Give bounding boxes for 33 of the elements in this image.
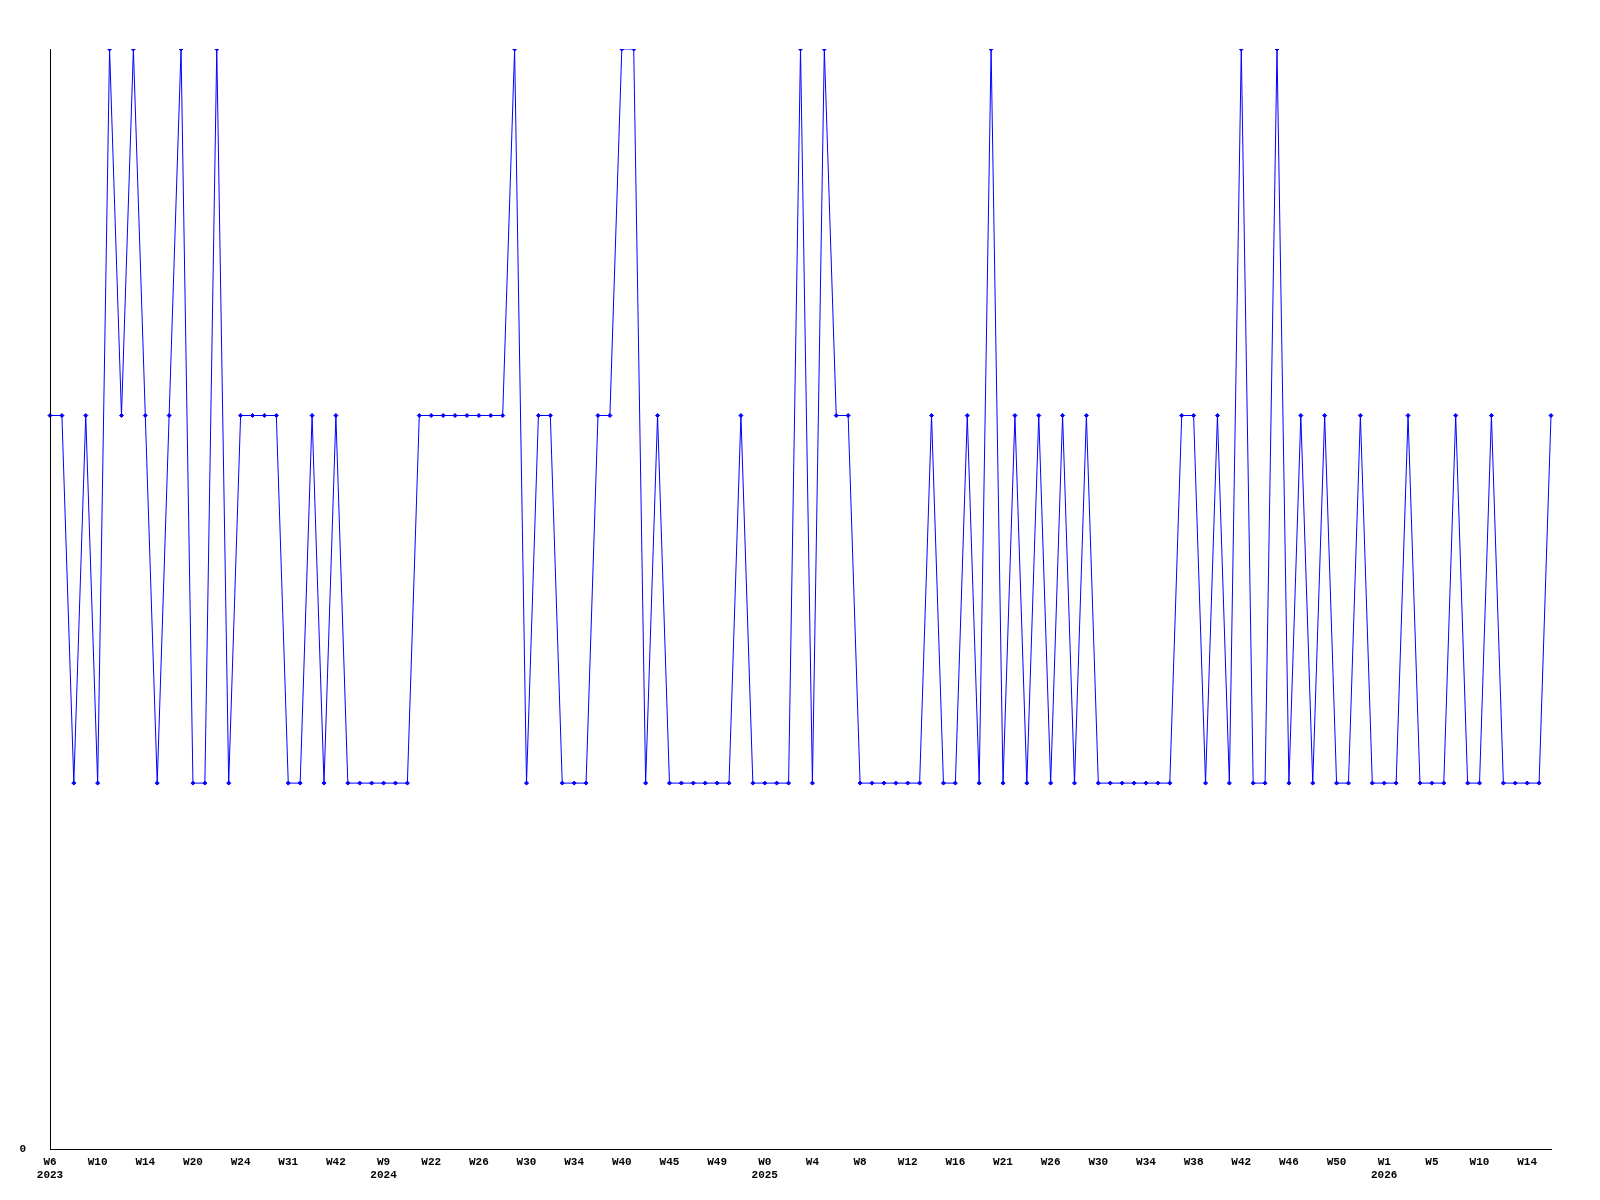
- x-tick-label: W22: [421, 1155, 442, 1168]
- x-tick-label: W31: [278, 1155, 299, 1168]
- x-tick-label: W26: [1040, 1155, 1061, 1168]
- x-tick-label: W16: [945, 1155, 966, 1168]
- x-tick-label: W42: [1231, 1155, 1252, 1168]
- x-tick-label: W10: [87, 1155, 108, 1168]
- x-tick-label: W38: [1183, 1155, 1204, 1168]
- x-tick-label: W30: [1088, 1155, 1109, 1168]
- x-tick-label: W45: [659, 1155, 680, 1168]
- x-tick-label: W14: [135, 1155, 156, 1168]
- x-tick-label: W49: [707, 1155, 728, 1168]
- x-tick-label: W4: [805, 1155, 820, 1168]
- x-tick-label: W42: [326, 1155, 346, 1168]
- x-tick-label: W6 2023: [36, 1155, 64, 1182]
- x-tick-label: W34: [1136, 1155, 1157, 1168]
- x-tick-label: W1 2026: [1371, 1155, 1398, 1182]
- x-tick-label: W50: [1326, 1155, 1347, 1168]
- x-tick-label: W24: [230, 1155, 251, 1168]
- x-tick-label: W30: [516, 1155, 537, 1168]
- x-tick-label: W12: [897, 1155, 918, 1168]
- x-tick-label: W5: [1425, 1155, 1439, 1168]
- x-tick-label: W21: [993, 1155, 1014, 1168]
- x-tick-label: W40: [611, 1155, 632, 1168]
- x-tick-label: W0 2025: [751, 1155, 779, 1182]
- x-tick-label: W14: [1517, 1155, 1538, 1168]
- x-tick-label: W9 2024: [370, 1155, 398, 1182]
- x-tick-label: W10: [1469, 1155, 1490, 1168]
- text: 0: [19, 1143, 26, 1156]
- x-tick-label: W8: [853, 1155, 868, 1168]
- x-tick-label: W46: [1279, 1155, 1299, 1168]
- x-tick-label: W20: [183, 1155, 203, 1168]
- x-tick-label: W34: [564, 1155, 585, 1168]
- x-tick-label: W26: [468, 1155, 489, 1168]
